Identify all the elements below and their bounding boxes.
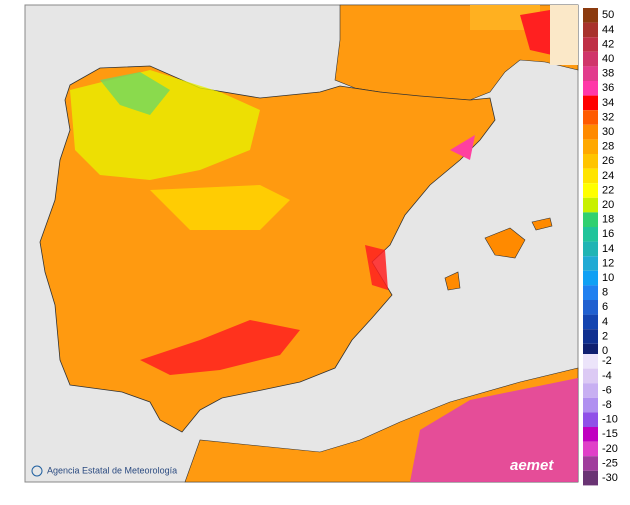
alps-patch [550, 5, 578, 65]
legend-swatch [583, 22, 598, 38]
legend-label: -25 [602, 457, 618, 469]
legend-label: 8 [602, 287, 608, 299]
legend-swatch [583, 354, 598, 369]
legend-label: 44 [602, 24, 614, 36]
legend-label: -10 [602, 414, 618, 426]
legend-label: -20 [602, 443, 618, 455]
legend-swatch [583, 383, 598, 398]
africa-hot [410, 378, 578, 482]
legend-label: 2 [602, 330, 608, 342]
legend-label: 24 [602, 170, 614, 182]
mallorca [484, 227, 526, 259]
legend-swatch [583, 154, 598, 169]
legend-label: 40 [602, 53, 614, 65]
legend-swatch [583, 124, 598, 140]
central-patch [150, 185, 290, 230]
hot-patch [520, 10, 552, 55]
legend-swatch [583, 270, 598, 286]
legend-swatch [583, 51, 598, 67]
legend-swatch [583, 470, 598, 486]
legend-label: 6 [602, 301, 608, 313]
legend-swatch [583, 300, 598, 315]
legend-swatch [583, 95, 598, 111]
legend-label: 14 [602, 243, 614, 255]
legend-swatch [583, 37, 598, 52]
legend-label: 10 [602, 272, 614, 284]
legend-swatch [583, 285, 598, 300]
legend-label: -2 [602, 355, 612, 367]
legend-label: 20 [602, 199, 614, 211]
legend-swatch [583, 8, 598, 23]
legend-swatch [583, 110, 598, 125]
legend-label: 26 [602, 155, 614, 167]
coast-hot [450, 135, 475, 160]
legend-label: 16 [602, 228, 614, 240]
legend-label: 18 [602, 214, 614, 226]
legend-swatch [583, 427, 598, 442]
legend-swatch [583, 168, 598, 184]
legend-label: -4 [602, 370, 612, 382]
south-hot [140, 320, 300, 375]
legend-swatch [583, 183, 598, 198]
legend-swatch [583, 397, 598, 413]
legend-swatch [583, 441, 598, 457]
legend-label: 38 [602, 68, 614, 80]
legend-label: 0 [602, 345, 608, 357]
legend-swatch [583, 412, 598, 427]
legend-label: 28 [602, 141, 614, 153]
legend-label: 32 [602, 111, 614, 123]
legend-label: 12 [602, 257, 614, 269]
legend-label: 34 [602, 97, 614, 109]
credit: Agencia Estatal de Meteorología [47, 465, 177, 475]
legend-label: 50 [602, 9, 614, 21]
ibiza [444, 271, 461, 291]
menorca [531, 217, 553, 231]
legend-swatch [583, 256, 598, 271]
legend-swatch [583, 368, 598, 384]
legend-swatch [583, 66, 598, 81]
legend-swatch [583, 227, 598, 242]
legend-label: -8 [602, 399, 612, 411]
legend-swatch [583, 197, 598, 213]
legend-label: -15 [602, 428, 618, 440]
legend-swatch [583, 81, 598, 96]
legend-swatch [583, 212, 598, 227]
logo: aemet [510, 457, 554, 474]
copyright-icon [31, 465, 43, 477]
legend-label: 22 [602, 184, 614, 196]
legend-swatch [583, 314, 598, 330]
legend-label: -30 [602, 472, 618, 484]
legend-label: 4 [602, 316, 608, 328]
legend: 5044424038363432302826242220181614121086… [583, 8, 618, 486]
legend-label: 30 [602, 126, 614, 138]
legend-label: 36 [602, 82, 614, 94]
legend-swatch [583, 456, 598, 471]
legend-swatch [583, 241, 598, 257]
valencia-hot [365, 245, 388, 290]
legend-swatch [583, 139, 598, 154]
mountain-patch [100, 72, 170, 115]
legend-swatch [583, 329, 598, 344]
legend-label: 42 [602, 38, 614, 50]
legend-label: -6 [602, 384, 612, 396]
